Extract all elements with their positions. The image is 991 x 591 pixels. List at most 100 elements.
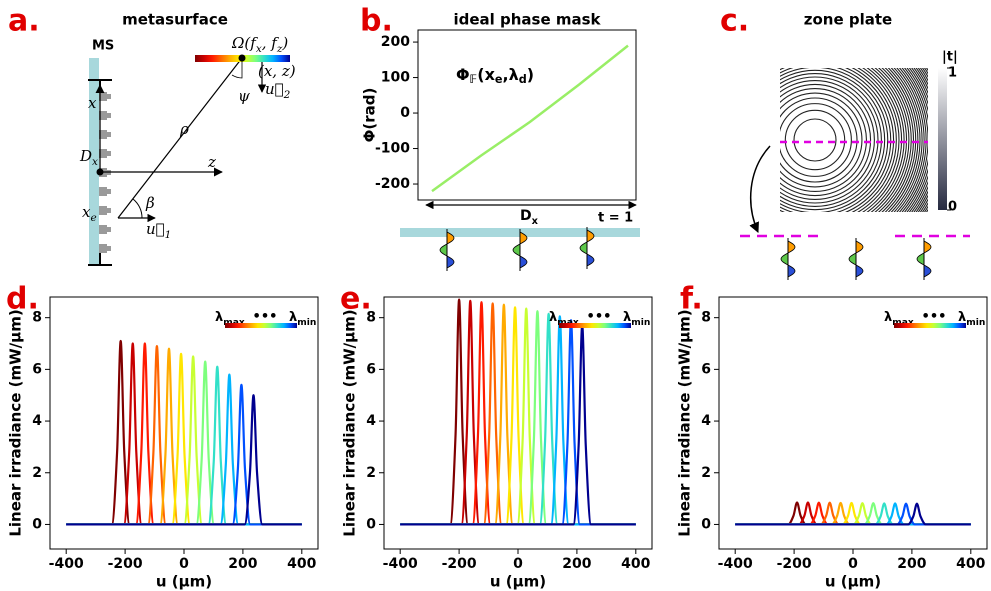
x-tick-label: -400 (718, 556, 753, 572)
zone-ring (887, 68, 919, 212)
beta-label: β (145, 194, 155, 212)
legend-start: λmax (884, 310, 914, 328)
meta-atom (107, 94, 111, 99)
legend-end-sub: min (966, 318, 985, 328)
x-tick-label: 200 (897, 556, 926, 572)
meta-atom (99, 244, 107, 253)
zone-ring (780, 97, 858, 183)
z-label: z (207, 153, 216, 171)
ms-label: MS (92, 39, 114, 54)
meta-atom (107, 132, 111, 137)
zone-ring (857, 68, 900, 212)
span-label-sub: x (532, 216, 539, 227)
y-tick-label: 2 (32, 465, 42, 481)
colorbar (938, 68, 947, 210)
zone-ring (881, 68, 915, 212)
annotation-part: ,λ (503, 65, 519, 84)
plot-frame (417, 29, 637, 201)
panel-label: d. (6, 282, 39, 317)
wave-icons (439, 227, 932, 280)
meta-atom (99, 225, 107, 234)
y-tick-label: 2 (701, 465, 711, 481)
xe-label-sub: e (90, 212, 96, 224)
u2-label-sub: 2 (283, 89, 291, 101)
wave-lobe (586, 229, 595, 243)
panel-label: a. (8, 4, 40, 39)
u1-label-sub: 1 (165, 229, 172, 241)
zone-ring (851, 68, 897, 212)
zone-ring (898, 68, 927, 212)
y-tick-label: 6 (32, 361, 42, 377)
x-tick-label: -200 (108, 556, 143, 572)
spectral-curve (735, 501, 971, 526)
legend-start-sub: max (223, 318, 245, 328)
y-tick-label: 4 (32, 413, 42, 429)
wave-lobe (916, 252, 925, 266)
legend-start-sub: max (892, 318, 914, 328)
x-axis-label: u (μm) (156, 573, 212, 591)
u1-label-part: u⃗ (146, 220, 165, 238)
legend-start-part: λ (884, 310, 892, 325)
wave-lobe (512, 243, 521, 257)
annotation-sub: d (519, 73, 527, 86)
curved-arrow (749, 145, 771, 233)
zone-ring (784, 109, 846, 171)
legend-end-sub: min (297, 318, 316, 328)
spectral-curve (400, 324, 636, 526)
psi-arc (231, 58, 243, 79)
x-tick-label: 0 (513, 556, 523, 572)
x-tick-label: 0 (179, 556, 189, 572)
omega-label-part: Ω(f (231, 34, 258, 52)
legend-end: λmin (623, 310, 650, 328)
annotation-part: ) (527, 65, 534, 84)
panel-label: f. (680, 282, 703, 317)
wave-lobe (787, 264, 796, 278)
omega-label: Ω(fx, fz) (231, 34, 288, 55)
x-axis-label: u (μm) (490, 573, 546, 591)
annotation-part: Φ (456, 65, 470, 84)
panel-title: ideal phase mask (453, 11, 601, 29)
x-tick-label: -200 (777, 556, 812, 572)
x-tick-label: 200 (228, 556, 257, 572)
panel-title: zone plate (804, 11, 892, 29)
meta-atom (99, 130, 107, 139)
y-tick-label: 100 (381, 70, 410, 86)
u2-label-part: u⃗ (265, 80, 284, 98)
omega-point (238, 54, 246, 62)
y-tick-label: -200 (375, 176, 410, 192)
y-tick-label: 200 (381, 34, 410, 50)
wave-lobe (439, 243, 448, 257)
legend-gradient (225, 323, 297, 328)
wave-lobe (579, 241, 588, 255)
annotation-sub: 𝔽 (470, 73, 478, 86)
zone-ring (866, 68, 905, 212)
zone-ring (780, 68, 892, 212)
panel-label: c. (720, 4, 749, 39)
panel-title: metasurface (122, 11, 228, 29)
legend-end: λmin (289, 310, 316, 328)
y-tick-label: 0 (701, 516, 711, 532)
omega-label-sub: z (276, 43, 283, 55)
xe-label-part: x (82, 203, 91, 221)
footnote: t = 1 (598, 211, 633, 226)
legend-start-part: λ (549, 310, 557, 325)
zone-ring (780, 68, 895, 212)
beta-arc (132, 198, 143, 219)
rho-line (117, 57, 243, 219)
omega-label-part: ) (281, 34, 288, 52)
metasurface-bar (89, 58, 99, 264)
zone-ring (874, 68, 910, 212)
zone-ring (780, 69, 886, 211)
colorbar-label: |t| (942, 50, 958, 65)
x-tick-label: 400 (287, 556, 316, 572)
legend-end: λmin (958, 310, 985, 328)
legend-start: λmax (549, 310, 579, 328)
zone-ring (780, 103, 852, 177)
spectral-curve (400, 306, 636, 526)
omega-label-part: , f (262, 34, 280, 52)
y-tick-label: 6 (366, 361, 376, 377)
y-axis-label: Linear irradiance (mW/μm) (7, 309, 25, 536)
meta-atom (107, 113, 111, 118)
wave-lobe (780, 252, 789, 266)
